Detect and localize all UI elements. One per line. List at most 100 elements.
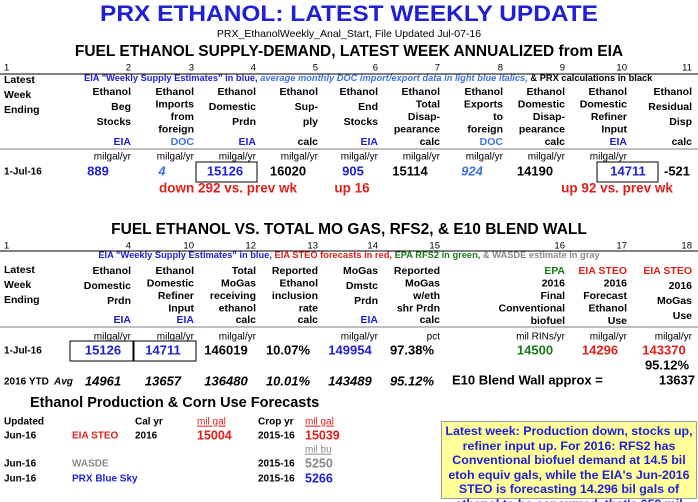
- column-header: Dmstc: [346, 280, 378, 292]
- table-cell: WASDE: [72, 459, 109, 470]
- column-number: 10: [616, 63, 627, 74]
- unit: milgal/yr: [590, 332, 628, 343]
- column-number: 9: [560, 63, 565, 74]
- column-header: Ethanol: [589, 302, 628, 314]
- value: 143370: [642, 342, 685, 357]
- change-note: down 292 vs. prev wk: [159, 181, 298, 196]
- value: 14190: [517, 163, 553, 178]
- row-header: Latest: [4, 74, 35, 86]
- value-box: [133, 340, 197, 362]
- column-header: Ethanol: [280, 277, 319, 289]
- column-header: to: [493, 111, 503, 123]
- column-header: Disp: [669, 116, 692, 128]
- column-header: 2016: [604, 277, 628, 289]
- column-header: 2016: [542, 277, 566, 289]
- value: -521: [664, 163, 690, 178]
- column-header: Disap-: [408, 111, 441, 123]
- column-source: calc: [298, 136, 319, 148]
- column-source: calc: [545, 136, 566, 148]
- unit: milgal/yr: [219, 152, 257, 163]
- column-number: 1: [4, 63, 9, 74]
- unit: milgal/yr: [655, 332, 693, 343]
- column-source: DOC: [480, 136, 504, 148]
- column-number: 5: [313, 63, 318, 74]
- column-header: Residual: [648, 101, 692, 113]
- value-box: [69, 340, 134, 362]
- column-source: EIA: [113, 136, 131, 148]
- column-number: 13: [307, 241, 318, 252]
- forecast-value: 15039: [305, 428, 340, 442]
- value: 889: [87, 163, 109, 178]
- unit: milgal/yr: [157, 332, 195, 343]
- column-header: Total: [232, 265, 256, 277]
- column-header: Ethanol: [156, 265, 195, 277]
- legend-part: & WASDE estimate in gray: [480, 250, 600, 260]
- column-header: Ethanol: [402, 86, 441, 98]
- column-header: Forecast: [583, 290, 627, 302]
- unit: milgal/yr: [157, 152, 195, 163]
- date-cell: 1-Jul-16: [4, 167, 42, 178]
- value: 905: [342, 163, 364, 178]
- column-number: 1: [4, 241, 9, 252]
- column-header: Final: [540, 290, 565, 302]
- column-number: 15: [429, 241, 440, 252]
- column-header: Reported: [394, 265, 440, 277]
- ytd-value: 136480: [204, 373, 248, 388]
- unit: milgal/yr: [528, 152, 566, 163]
- table-cell: 2015-16: [258, 474, 295, 485]
- value-box: [596, 161, 659, 183]
- value: 97.38%: [390, 342, 435, 357]
- value: 14500: [517, 342, 553, 357]
- column-source: calc: [420, 314, 441, 326]
- column-number: 18: [681, 241, 692, 252]
- unit: milgal/yr: [403, 152, 441, 163]
- column-header: Ethanol: [654, 86, 693, 98]
- ytd-label: Avg: [53, 377, 73, 388]
- forecast-value: 15004: [197, 428, 232, 442]
- column-number: 4: [251, 63, 256, 74]
- column-header: receiving: [210, 290, 256, 302]
- unit: mil bu: [305, 445, 332, 456]
- column-header: MoGas: [405, 277, 440, 289]
- ytd-value: 143489: [328, 373, 372, 388]
- column-source: EIA: [360, 136, 378, 148]
- section-title: FUEL ETHANOL SUPPLY-DEMAND, LATEST WEEK …: [75, 43, 623, 60]
- column-number: 6: [373, 63, 378, 74]
- value: 15126: [207, 163, 243, 178]
- table-header: Crop yr: [258, 417, 294, 428]
- column-header: Beg: [111, 101, 131, 113]
- column-header: Use: [608, 315, 627, 327]
- column-header: EIA STEO: [643, 265, 692, 277]
- column-header: EPA: [544, 265, 565, 277]
- column-header: MoGas: [657, 295, 692, 307]
- column-number: 16: [554, 241, 565, 252]
- column-number: 14: [367, 241, 378, 252]
- column-source: EIA: [609, 136, 627, 148]
- column-source: EIA: [238, 136, 256, 148]
- column-header: w/eth: [412, 290, 440, 302]
- unit: mil RINs/yr: [516, 332, 566, 343]
- column-number: 12: [245, 241, 256, 252]
- column-header: Refiner: [158, 290, 194, 302]
- page-title: PRX ETHANOL: LATEST WEEKLY UPDATE: [100, 1, 598, 26]
- column-header: Refiner: [591, 111, 627, 123]
- column-header: Domestic: [518, 98, 565, 110]
- unit: milgal/yr: [94, 332, 132, 343]
- column-number: 8: [498, 63, 503, 74]
- ytd-value: 13657: [145, 373, 182, 388]
- value: 4: [157, 163, 166, 178]
- legend-part: EIA "Weekly Supply Estimates" in blue,: [84, 73, 258, 83]
- column-header: Ethanol: [280, 86, 319, 98]
- change-note: up 16: [334, 181, 370, 196]
- subtitle: PRX_EthanolWeekly_Anal_Start, File Updat…: [217, 28, 481, 40]
- column-number: 17: [616, 241, 627, 252]
- column-header: Ethanol: [218, 86, 257, 98]
- table-cell: 2015-16: [258, 459, 295, 470]
- column-header: Reported: [272, 265, 318, 277]
- ytd-label: 2016 YTD: [4, 377, 49, 388]
- ytd-value: 14961: [85, 373, 121, 388]
- column-header: Stocks: [97, 116, 132, 128]
- column-header: Ethanol: [93, 86, 132, 98]
- unit: milgal/yr: [94, 152, 132, 163]
- table-header: mil gal: [197, 417, 226, 428]
